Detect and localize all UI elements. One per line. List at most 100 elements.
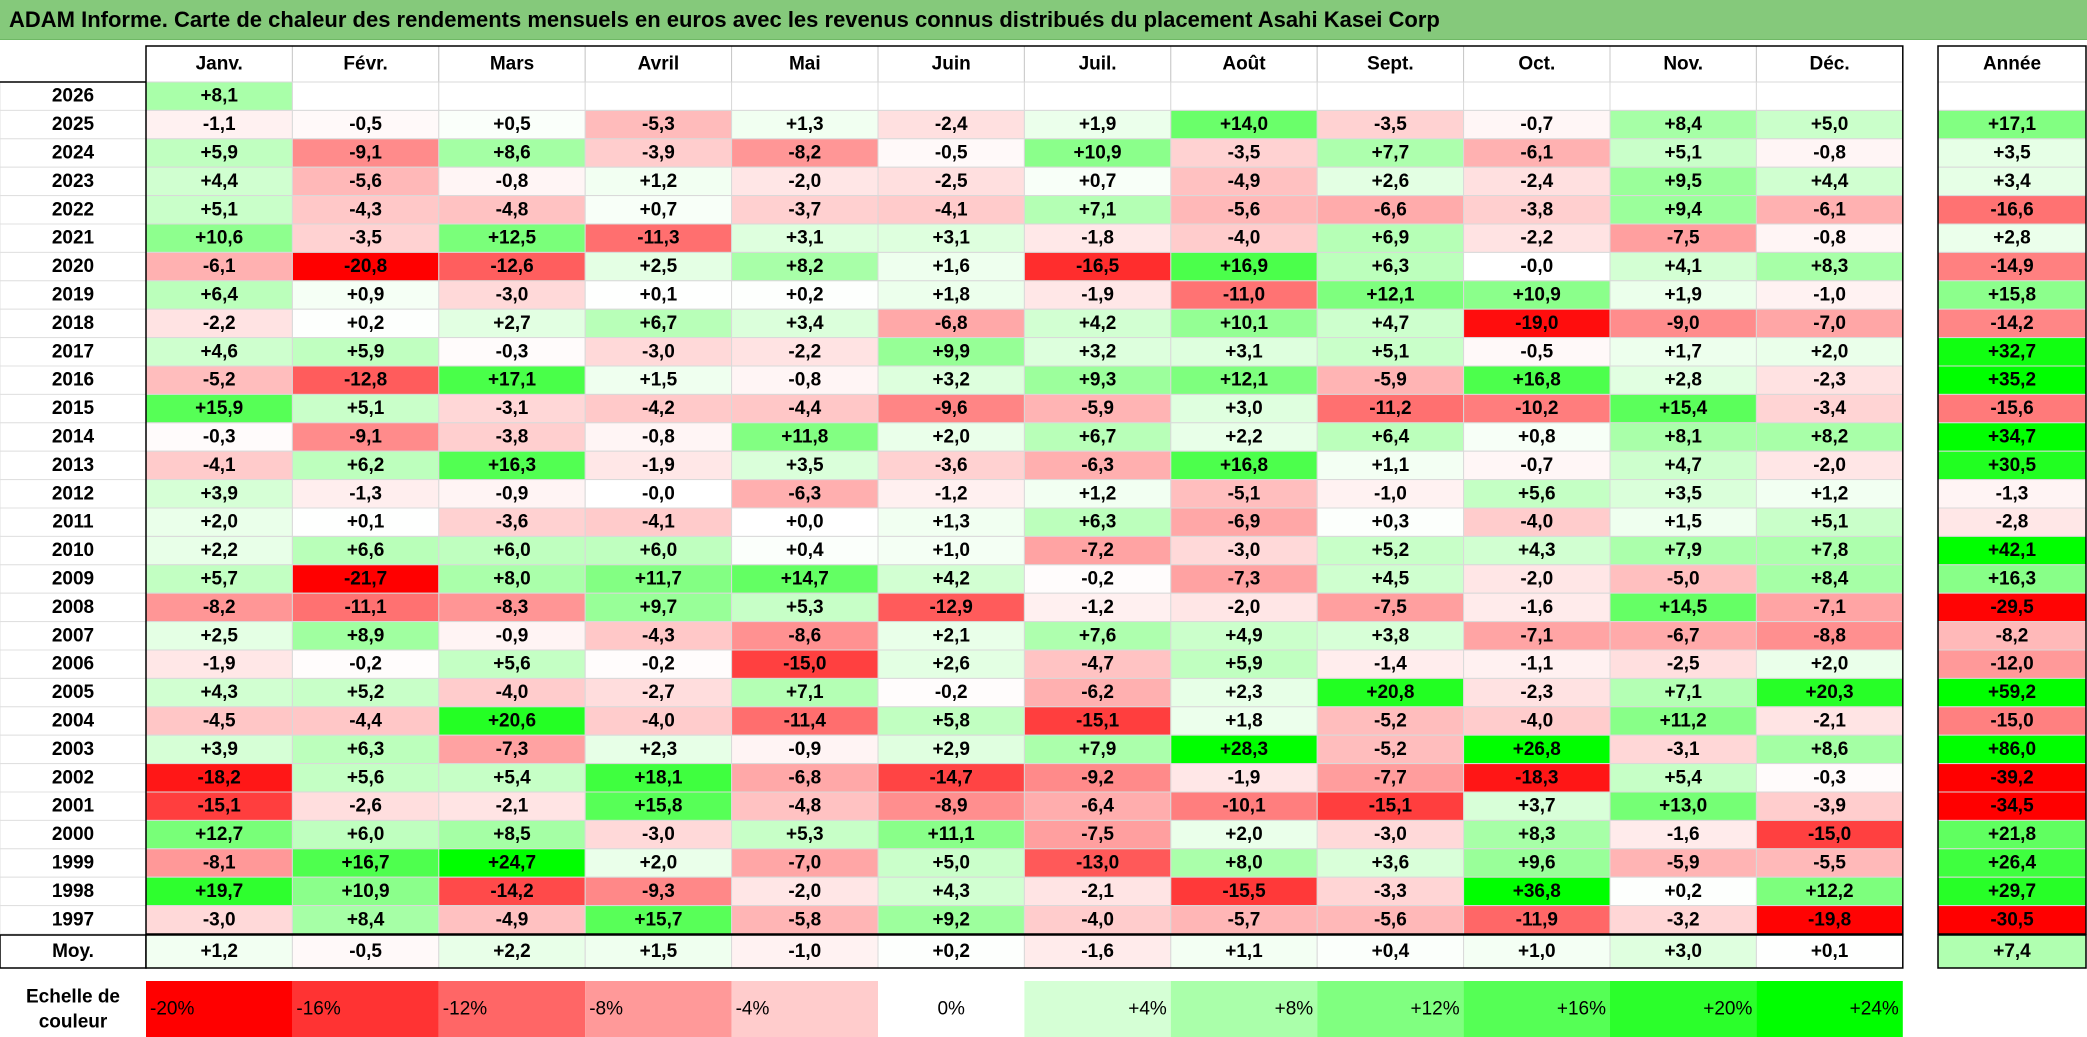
heat-cell xyxy=(1316,195,1465,225)
heat-cell-value: -5,9 xyxy=(1667,853,1700,874)
month-block-border xyxy=(145,45,1904,935)
heat-cell-value: +20,3 xyxy=(1806,682,1854,703)
heat-cell-value: -0,7 xyxy=(1520,114,1553,135)
heat-cell-value: -3,1 xyxy=(1667,739,1700,760)
annual-cell xyxy=(1937,677,2087,708)
avg-value: +0,4 xyxy=(1372,941,1410,962)
heat-cell-value: +16,3 xyxy=(488,455,536,476)
heat-cell xyxy=(1170,81,1318,111)
heat-cell xyxy=(1609,479,1757,509)
heat-cell xyxy=(1170,223,1318,253)
month-header-cell xyxy=(731,45,879,83)
scale-label: -20% xyxy=(150,999,194,1020)
heat-cell-value: +3,6 xyxy=(1372,853,1410,874)
heat-cell xyxy=(731,138,879,168)
year-label: 2020 xyxy=(52,256,94,277)
year-label: 2003 xyxy=(52,739,94,760)
heat-cell xyxy=(1755,905,1904,935)
heat-cell-value: -4,9 xyxy=(1228,171,1261,192)
heat-cell-value: -0,2 xyxy=(349,654,382,675)
annual-value: -29,5 xyxy=(1990,597,2034,618)
heat-cell-value: +3,1 xyxy=(1225,341,1263,362)
heat-cell xyxy=(291,507,440,537)
year-label: 2015 xyxy=(52,398,95,419)
year-header-cell xyxy=(1937,45,2087,83)
heat-cell-value: +4,4 xyxy=(200,171,238,192)
heat-cell-value: -15,1 xyxy=(1369,796,1413,817)
year-label: 2010 xyxy=(52,540,94,561)
heat-cell-value: -7,7 xyxy=(1374,767,1407,788)
heat-cell xyxy=(584,734,733,765)
heat-cell-value: +11,7 xyxy=(635,569,682,590)
heat-cell xyxy=(438,81,586,111)
avg-value: -1,6 xyxy=(1081,941,1114,962)
heat-cell-value: -15,1 xyxy=(198,796,242,817)
heat-cell xyxy=(1170,507,1318,537)
avg-cell xyxy=(145,934,293,969)
heat-cell-value: -1,9 xyxy=(203,654,236,675)
annual-avg-value: +7,4 xyxy=(1993,941,2031,962)
heat-cell-value: +1,5 xyxy=(1664,512,1702,533)
annual-value: +17,1 xyxy=(1988,114,2037,135)
annual-value: +21,8 xyxy=(1988,824,2036,845)
heat-cell-value: -7,5 xyxy=(1374,597,1407,618)
heat-cell-value: +36,8 xyxy=(1513,881,1561,902)
year-label: 2022 xyxy=(52,199,94,220)
month-header-10: Oct. xyxy=(1518,54,1555,75)
heat-cell-value: -6,1 xyxy=(1813,199,1846,220)
year-cell xyxy=(0,649,147,679)
heat-cell xyxy=(1316,280,1465,310)
heat-cell xyxy=(291,479,440,509)
scale-label: +24% xyxy=(1850,999,1899,1020)
heat-cell xyxy=(1170,337,1318,367)
year-cell xyxy=(0,223,147,253)
heat-cell-value: -3,0 xyxy=(642,341,675,362)
heat-cell-value: -5,2 xyxy=(203,370,236,391)
heat-cell-value: -4,5 xyxy=(203,711,236,732)
heat-cell-value: +8,3 xyxy=(1811,256,1849,277)
heat-cell xyxy=(584,677,733,708)
annual-value: +30,5 xyxy=(1988,455,2037,476)
heat-cell xyxy=(145,876,293,907)
heat-cell-value: -0,9 xyxy=(788,739,821,760)
heat-cell-value: +3,5 xyxy=(786,455,824,476)
heat-cell-value: -3,5 xyxy=(1374,114,1407,135)
heat-cell-value: +16,7 xyxy=(342,853,390,874)
annual-cell xyxy=(1937,791,2087,821)
heat-cell-value: +1,8 xyxy=(1225,711,1263,732)
heat-cell xyxy=(1463,564,1611,594)
heat-cell-value: +2,0 xyxy=(932,427,970,448)
heat-cell-value: +11,1 xyxy=(928,824,975,845)
scale-label: +4% xyxy=(1128,999,1167,1020)
year-label: 2008 xyxy=(52,597,94,618)
heat-cell-value: -1,9 xyxy=(642,455,675,476)
heat-cell xyxy=(145,166,293,197)
heat-cell-value: +12,1 xyxy=(1220,370,1269,391)
heat-cell xyxy=(731,677,879,708)
heat-cell-value: -0,0 xyxy=(642,483,675,504)
heat-cell-value: -2,2 xyxy=(788,341,821,362)
annual-cell xyxy=(1937,81,2087,111)
heat-cell-value: +2,3 xyxy=(1225,682,1263,703)
annual-cell xyxy=(1937,848,2087,878)
annual-avg-cell xyxy=(1937,934,2087,969)
heat-cell-value: +12,2 xyxy=(1806,881,1854,902)
heat-cell xyxy=(1463,223,1611,253)
heat-cell-value: +3,4 xyxy=(786,313,824,334)
heat-cell-value: -3,7 xyxy=(788,199,821,220)
heat-cell-value: +5,0 xyxy=(1811,114,1849,135)
heat-cell xyxy=(438,223,586,253)
heat-cell-value: +5,2 xyxy=(347,682,385,703)
heat-cell xyxy=(584,109,733,140)
annual-value: +42,1 xyxy=(1988,540,2037,561)
heat-cell-value: -2,4 xyxy=(935,114,968,135)
heat-cell-value: +6,3 xyxy=(347,739,385,760)
annual-value: +16,3 xyxy=(1988,569,2036,590)
heat-cell xyxy=(877,195,1025,225)
heat-cell-value: +8,0 xyxy=(1225,853,1263,874)
heat-cell xyxy=(877,592,1025,623)
heat-cell-value: +3,7 xyxy=(1518,796,1556,817)
heat-cell-value: -3,4 xyxy=(1813,398,1846,419)
heat-cell xyxy=(438,677,586,708)
heat-cell-value: -0,8 xyxy=(642,427,675,448)
